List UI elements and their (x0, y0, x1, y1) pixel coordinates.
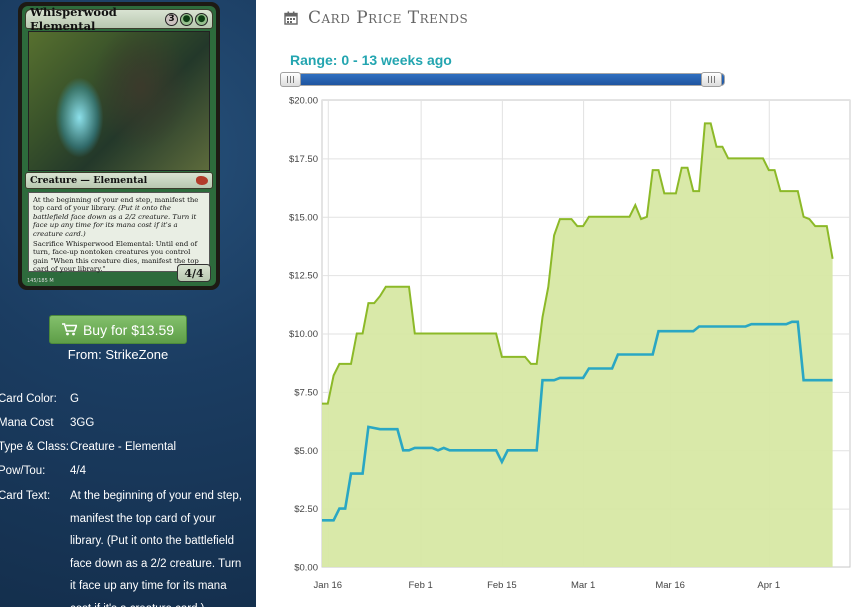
card-detail-panel: Whisperwood Elemental 3 ● ● Creature — E… (0, 0, 256, 607)
detail-value: 4/4 (70, 465, 86, 477)
card-frame: Whisperwood Elemental 3 ● ● Creature — E… (22, 6, 216, 286)
detail-label: Pow/Tou: (0, 465, 46, 477)
card-name-bar: Whisperwood Elemental 3 ● ● (25, 6, 213, 33)
seller-name: From: StrikeZone (67, 347, 169, 362)
mana-generic-icon: 3 (165, 12, 178, 26)
card-rules-p2: Sacrifice Whisperwood Elemental: Until e… (33, 240, 199, 274)
detail-value: Creature - Elemental (70, 441, 177, 453)
page-title: Card Price Trends (284, 6, 468, 30)
set-symbol-icon (196, 176, 208, 185)
card-art (28, 31, 210, 171)
detail-label: Type & Class: (0, 441, 69, 453)
range-slider[interactable] (280, 72, 725, 87)
card-image[interactable]: Whisperwood Elemental 3 ● ● Creature — E… (18, 2, 220, 290)
buylist-price-line (322, 320, 833, 522)
detail-label: Mana Cost (0, 417, 54, 429)
range-label: Range: 0 - 13 weeks ago (290, 52, 452, 68)
detail-value: G (70, 393, 79, 405)
card-rules-reminder: (Put it onto the battlefield face down a… (33, 204, 197, 238)
range-slider-handle-end[interactable] (701, 72, 722, 87)
y-tick-label: $7.50 (294, 387, 318, 398)
x-axis: Jan 16 Feb 1 Feb 15 Mar 1 Mar 16 Apr 1 (314, 580, 781, 591)
y-tick-label: $2.50 (294, 504, 318, 515)
detail-value: 3GG (70, 417, 95, 429)
card-collector-number: 145/185 M (27, 278, 54, 284)
x-tick-label: Feb 1 (408, 580, 432, 591)
mana-green-icon: ● (180, 12, 193, 26)
x-tick-label: Apr 1 (757, 580, 780, 591)
card-power-toughness: 4/4 (177, 264, 211, 282)
detail-value: At the beginning of your end step, manif… (70, 490, 242, 607)
y-tick-label: $5.00 (294, 446, 318, 457)
card-type-line: Creature — Elemental (30, 175, 148, 186)
card-type-bar: Creature — Elemental (25, 172, 213, 189)
card-mana-cost: 3 ● ● (165, 12, 208, 26)
cart-icon (61, 323, 77, 336)
card-rules-text: At the beginning of your end step, manif… (28, 192, 210, 274)
x-tick-label: Mar 1 (571, 580, 595, 591)
retail-price-line (322, 122, 834, 405)
page-title-text: Card Price Trends (308, 8, 469, 28)
detail-label: Card Color: (0, 393, 57, 405)
y-tick-label: $12.50 (289, 271, 318, 282)
mana-green-icon: ● (195, 12, 208, 26)
price-trend-chart: $0.00 $2.50 $5.00 $7.50 $10.00 $12.50 $15.00 $1… (289, 96, 851, 591)
retail-price-area (322, 123, 833, 568)
buy-button[interactable]: Buy for $13.59 (49, 315, 187, 344)
detail-label: Card Text: (0, 490, 51, 502)
y-tick-label: $0.00 (294, 563, 318, 574)
y-tick-label: $15.00 (289, 212, 318, 223)
y-tick-label: $17.50 (289, 154, 318, 165)
range-slider-handle-start[interactable] (280, 72, 301, 87)
buy-button-label: Buy for $13.59 (82, 321, 175, 338)
card-rules-p1: At the beginning of your end step, manif… (33, 196, 199, 213)
card-name: Whisperwood Elemental (30, 6, 117, 33)
calendar-icon (284, 11, 298, 25)
y-axis: $0.00 $2.50 $5.00 $7.50 $10.00 $12.50 $15.00 $1… (289, 96, 318, 574)
y-tick-label: $10.00 (289, 329, 318, 340)
x-tick-label: Mar 16 (655, 580, 685, 591)
y-tick-label: $20.00 (289, 96, 318, 107)
x-tick-label: Feb 15 (487, 580, 517, 591)
x-tick-label: Jan 16 (314, 580, 343, 591)
